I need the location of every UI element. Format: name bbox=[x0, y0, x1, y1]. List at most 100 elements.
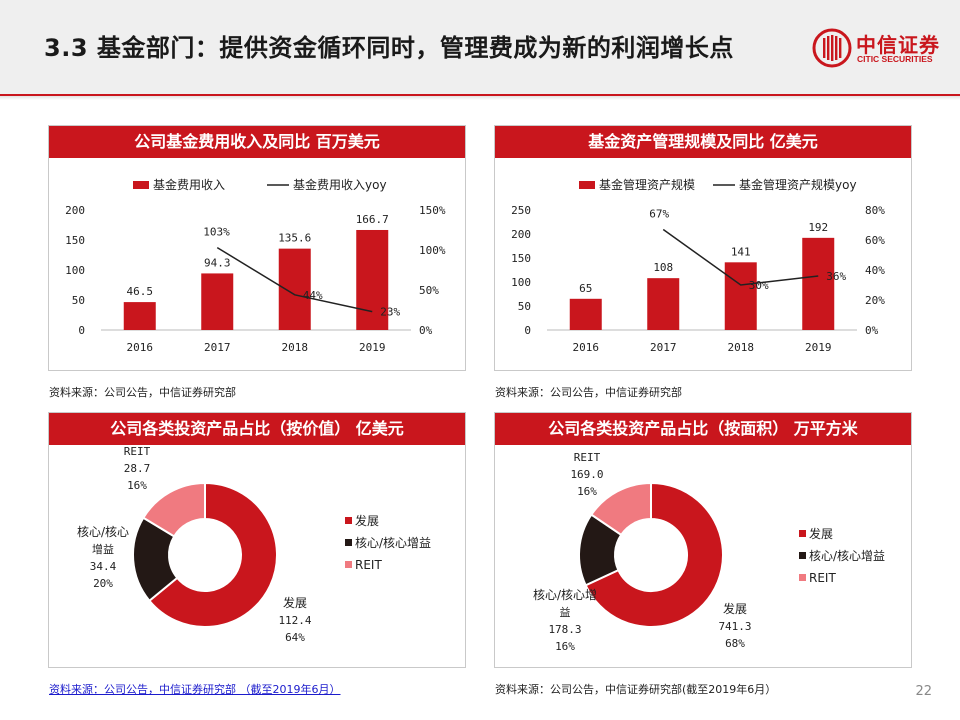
source-note-link[interactable]: 资料来源：公司公告，中信证券研究部 （截至2019年6月） bbox=[49, 683, 341, 696]
y-tick-label: 100 bbox=[511, 276, 531, 289]
legend-swatch bbox=[799, 552, 806, 559]
donut-slice bbox=[584, 481, 724, 628]
legend-label: REIT bbox=[809, 571, 836, 585]
slice-data-label: 核心/核心增 bbox=[533, 588, 597, 602]
slice-data-label: 169.0 bbox=[570, 468, 603, 481]
logo-text-cn: 中信证券 bbox=[856, 33, 940, 57]
legend-label-line: 基金管理资产规模yoy bbox=[739, 177, 857, 192]
legend-label-bar: 基金管理资产规模 bbox=[599, 177, 695, 192]
bar-data-label: 135.6 bbox=[278, 232, 311, 245]
y-tick-label: 0 bbox=[78, 324, 85, 337]
panel-title: 公司各类投资产品占比（按面积） 万平方米 bbox=[495, 413, 911, 445]
page-number: 22 bbox=[915, 684, 932, 699]
legend-label: 核心/核心增益 bbox=[355, 536, 431, 550]
bar bbox=[356, 229, 389, 330]
panel-products-by-value: 公司各类投资产品占比（按价值） 亿美元 发展 112.4 64% 核心/核心 增益 34.… bbox=[48, 412, 466, 668]
x-tick-label: 2017 bbox=[650, 341, 677, 354]
bar bbox=[647, 278, 680, 330]
bar bbox=[569, 298, 602, 330]
y2-tick-label: 40% bbox=[865, 264, 885, 277]
x-tick-label: 2019 bbox=[359, 341, 386, 354]
chart-products-by-value: 发展112.464%核心/核心增益34.420%REIT28.716%发展核心/… bbox=[77, 445, 431, 644]
source-note: 资料来源：公司公告，中信证券研究部 bbox=[49, 386, 236, 399]
line-data-label: 30% bbox=[749, 279, 769, 292]
legend-swatch-bar bbox=[133, 181, 149, 189]
slice-data-label: 益 bbox=[560, 605, 571, 619]
x-tick-label: 2018 bbox=[728, 341, 755, 354]
legend-label: 发展 bbox=[809, 526, 833, 541]
x-tick-label: 2016 bbox=[573, 341, 600, 354]
line-data-label: 36% bbox=[826, 270, 846, 283]
panel-title: 公司各类投资产品占比（按价值） 亿美元 bbox=[49, 413, 465, 445]
bar bbox=[201, 273, 234, 330]
bar bbox=[278, 248, 311, 330]
bar bbox=[123, 302, 156, 330]
legend-swatch bbox=[799, 574, 806, 581]
y2-tick-label: 50% bbox=[419, 284, 439, 297]
slice-data-label: 16% bbox=[127, 479, 147, 492]
slice-data-label: 178.3 bbox=[548, 623, 581, 636]
slice-data-label: 16% bbox=[577, 485, 597, 498]
x-tick-label: 2016 bbox=[127, 341, 154, 354]
source-note: 资料来源：公司公告，中信证券研究部(截至2019年6月） bbox=[495, 683, 777, 696]
x-tick-label: 2019 bbox=[805, 341, 832, 354]
donut-slice bbox=[147, 481, 278, 628]
slice-data-label: 增益 bbox=[92, 542, 114, 556]
header-divider bbox=[0, 94, 960, 96]
y2-tick-label: 20% bbox=[865, 294, 885, 307]
legend-label: 核心/核心增益 bbox=[809, 549, 885, 563]
slice-data-label: 68% bbox=[725, 637, 745, 650]
y2-tick-label: 0% bbox=[865, 324, 879, 337]
x-tick-label: 2018 bbox=[282, 341, 309, 354]
series-line bbox=[216, 246, 373, 313]
donut-slice bbox=[589, 481, 652, 537]
slice-data-label: 发展 bbox=[283, 595, 307, 610]
series-line bbox=[662, 228, 819, 286]
y-tick-label: 250 bbox=[511, 204, 531, 217]
logo-text-en: CITIC SECURITIES bbox=[857, 54, 933, 64]
y-tick-label: 0 bbox=[524, 324, 531, 337]
y-tick-label: 150 bbox=[511, 252, 531, 265]
bar-data-label: 65 bbox=[579, 282, 592, 295]
slice-data-label: 741.3 bbox=[718, 620, 751, 633]
y2-tick-label: 80% bbox=[865, 204, 885, 217]
legend-label: 发展 bbox=[355, 513, 379, 528]
x-tick-label: 2017 bbox=[204, 341, 231, 354]
y-tick-label: 50 bbox=[518, 300, 531, 313]
legend-swatch bbox=[345, 517, 352, 524]
y-tick-label: 150 bbox=[65, 234, 85, 247]
line-data-label: 103% bbox=[203, 226, 230, 239]
header-shadow bbox=[0, 96, 960, 100]
slice-data-label: 发展 bbox=[723, 601, 747, 616]
bar-data-label: 192 bbox=[808, 221, 828, 234]
bar-data-label: 141 bbox=[731, 245, 751, 258]
legend-label-bar: 基金费用收入 bbox=[153, 177, 225, 192]
y2-tick-label: 0% bbox=[419, 324, 433, 337]
y2-tick-label: 60% bbox=[865, 234, 885, 247]
legend-swatch bbox=[345, 561, 352, 568]
y-tick-label: 200 bbox=[511, 228, 531, 241]
y2-tick-label: 100% bbox=[419, 244, 446, 257]
slice-data-label: 34.4 bbox=[90, 560, 117, 573]
y2-tick-label: 150% bbox=[419, 204, 446, 217]
slice-data-label: 16% bbox=[555, 640, 575, 653]
citic-logo-mark-icon bbox=[812, 28, 852, 68]
slice-data-label: REIT bbox=[124, 445, 151, 458]
chart-products-by-area: 发展741.368%核心/核心增益178.316%REIT169.016%发展核… bbox=[533, 451, 885, 653]
slice-data-label: 112.4 bbox=[278, 614, 311, 627]
bar-data-label: 94.3 bbox=[204, 256, 231, 269]
y-tick-label: 100 bbox=[65, 264, 85, 277]
panel-products-by-area: 公司各类投资产品占比（按面积） 万平方米 发展 741.3 68% 核心/核心增益 17… bbox=[494, 412, 912, 668]
slice-data-label: REIT bbox=[574, 451, 601, 464]
panel-title: 公司基金费用收入及同比 百万美元 bbox=[49, 126, 465, 158]
citic-logo: 中信证券 CITIC SECURITIES bbox=[812, 26, 944, 70]
legend-swatch bbox=[345, 539, 352, 546]
legend-swatch-bar bbox=[579, 181, 595, 189]
slice-data-label: 核心/核心 bbox=[77, 525, 129, 539]
legend-label: REIT bbox=[355, 558, 382, 572]
chart-fund-fee-income: 基金费用收入 基金费用收入yoy 0 50 100 150 200 0% 50% 100% 150%… bbox=[65, 177, 446, 354]
source-note: 资料来源：公司公告，中信证券研究部 bbox=[495, 386, 682, 399]
bar bbox=[724, 262, 757, 330]
bar-data-label: 166.7 bbox=[356, 213, 389, 226]
line-data-label: 67% bbox=[649, 208, 669, 221]
